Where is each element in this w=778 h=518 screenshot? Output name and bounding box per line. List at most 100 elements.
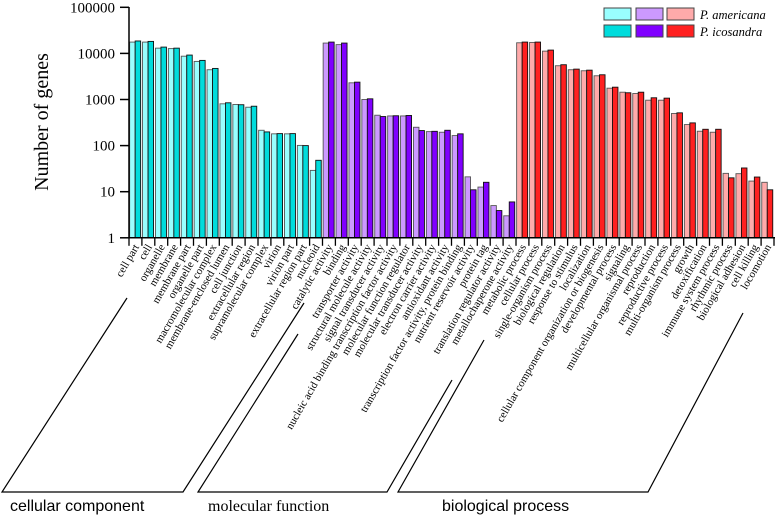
bar-response-to-stimulus-icosandra [573,68,580,239]
legend-swatch [666,7,695,21]
bar-biological-regulation-americana [554,65,562,239]
axes: 1 10 100 1000 10000 100000 [70,0,775,247]
bar-catalytic-activity-icosandra [328,41,335,239]
legend-label: P. americana [699,8,766,22]
bar-developmental-process-americana [606,87,613,239]
bar-virion-part-americana [284,133,291,239]
bar-extracellular-region-part-americana [296,144,304,239]
bar-transcription-factor-activity-protein-binding-icosandra [457,133,464,239]
bar-single-organism-process-americana [542,50,549,239]
y-tick-label: 10000 [78,46,116,62]
bar-binding-americana [335,44,342,239]
bar-detoxification-icosandra [702,128,709,239]
bar-rhythmic-process-americana [722,172,729,239]
bar-molecular-function-regulator-americana [400,115,407,239]
bar-antioxidant-activity-americana [438,131,446,239]
bar-reproductive-process-icosandra [663,97,670,239]
bar-signaling-americana [619,91,626,239]
bar-growth-icosandra [689,122,696,239]
bar-single-organism-process-icosandra [547,49,554,239]
bar-macromolecular-complex-americana [206,69,214,239]
bar-protein-tag-americana [477,186,484,239]
bar-transporter-activity-americana [348,82,355,239]
bar-cell-junction-americana [232,104,239,239]
group-label-biological-process: biological process [442,498,569,515]
bar-localization-icosandra [586,69,593,239]
bar-molecular-transducer-activity-icosandra [418,130,425,239]
bar-extracellular-region-icosandra [250,105,258,239]
bar-extracellular-region-part-icosandra [302,145,309,239]
bar-biological-regulation-icosandra [560,64,567,239]
bar-immune-system-process-americana [709,131,717,239]
bar-reproductive-process-americana [658,99,665,239]
bar-membrane-part-americana [180,55,188,239]
bar-biological-adhesion-icosandra [741,167,748,239]
bar-localization-americana [580,70,588,239]
bar-multi-organism-process-americana [671,113,678,239]
bracket-biological-process [396,312,744,493]
bracket-molecular-function [196,333,453,493]
bar-metallochaperone-activity-americana [503,215,510,239]
bar-catalytic-activity-americana [322,42,330,239]
legend: P. americana P. icosandra [603,7,766,39]
bar-virion-part-icosandra [289,133,296,239]
bar-translation-regulator-activity-americana [490,205,497,239]
bar-metabolic-process-icosandra [521,41,529,239]
bar-rhythmic-process-icosandra [728,177,735,239]
bar-reproduction-icosandra [650,97,658,239]
bar-signaling-icosandra [624,92,632,239]
bracket-cellular-component [0,297,305,493]
legend-swatch [603,24,632,38]
bar-locomotion-americana [761,181,768,239]
bar-signal-transducer-activity-americana [374,114,381,239]
bar-multicellular-organismal-process-icosandra [637,91,645,239]
bar-membrane-part-icosandra [186,54,193,239]
group-brackets: cellular component molecular function biol… [0,297,744,515]
bar-nucleoid-americana [309,169,317,239]
bar-cell-killing-americana [748,180,755,239]
bar-cell-part-icosandra [134,40,142,239]
legend-swatch [666,24,695,38]
bar-organelle-part-americana [193,60,201,239]
bar-virion-icosandra [276,133,283,239]
bar-virion-americana [271,133,278,239]
bar-structural-molecule-activity-icosandra [366,98,374,239]
bar-developmental-process-icosandra [612,86,619,239]
bar-binding-icosandra [341,42,348,239]
y-tick-label: 1000 [85,93,115,109]
legend-swatch [635,7,664,21]
bar-response-to-stimulus-americana [567,69,575,239]
bar-cell-part-americana [129,41,136,239]
bar-membrane-enclosed-lumen-americana [219,103,226,239]
bar-structural-molecule-activity-americana [361,99,368,239]
bar-detoxification-americana [696,130,704,239]
bar-locomotion-icosandra [766,189,774,239]
bar-organelle-americana [154,47,162,239]
group-label-molecular-function: molecular function [208,498,329,515]
bars [129,40,774,239]
bar-nutrient-reservoir-activity-icosandra [470,189,477,239]
bar-cell-icosandra [147,40,155,239]
bar-membrane-icosandra [173,47,180,239]
bar-supramolecular-complex-americana [258,129,265,239]
legend-swatch [635,24,664,38]
bar-nutrient-reservoir-activity-americana [464,176,471,239]
bar-organelle-icosandra [160,46,167,239]
bar-electron-carrier-activity-americana [425,131,433,239]
bar-cellular-process-americana [529,41,536,239]
bar-nucleic-acid-binding-transcription-factor-activity-americana [387,115,394,239]
group-label-cellular-component: cellular component [10,498,145,515]
y-tick-label: 100000 [70,0,115,16]
bar-organelle-part-icosandra [199,59,206,239]
bar-metabolic-process-americana [516,42,523,239]
bar-translation-regulator-activity-icosandra [495,210,503,239]
bar-protein-tag-icosandra [483,181,490,239]
bar-cell-killing-icosandra [753,176,761,239]
bar-nucleoid-icosandra [315,159,322,239]
bar-biological-adhesion-americana [735,173,742,239]
bar-membrane-americana [167,48,175,239]
bar-membrane-enclosed-lumen-icosandra [224,102,232,239]
bar-transcription-factor-activity-protein-binding-americana [451,135,459,239]
